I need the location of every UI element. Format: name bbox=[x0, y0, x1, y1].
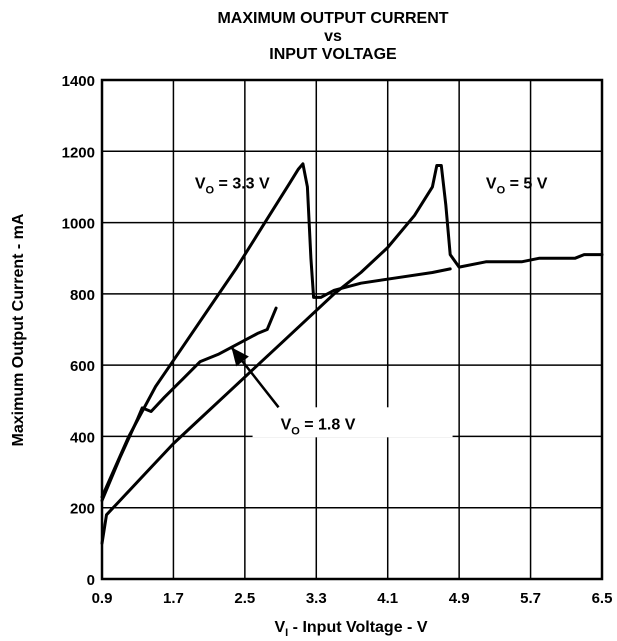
axis-ticks: 0.9 1.7 2.5 3.3 4.1 4.9 5.7 6.5 0 200 400 600 800 100… bbox=[62, 73, 613, 607]
y-tick-label: 1400 bbox=[62, 73, 95, 90]
series-line-1 bbox=[100, 164, 604, 545]
chart-title-line-3: INPUT VOLTAGE bbox=[269, 46, 397, 63]
x-tick-label: 4.1 bbox=[377, 590, 398, 607]
y-tick-label: 800 bbox=[70, 287, 95, 304]
series-lines bbox=[100, 162, 604, 545]
y-axis-label: Maximum Output Current - mA bbox=[10, 213, 27, 446]
y-tick-label: 1200 bbox=[62, 144, 95, 161]
x-axis-label: VI - Input Voltage - V bbox=[275, 619, 428, 639]
series-line-2 bbox=[100, 306, 278, 503]
x-tick-label: 4.9 bbox=[449, 590, 470, 607]
grid bbox=[102, 80, 602, 579]
y-tick-label: 600 bbox=[70, 358, 95, 375]
y-tick-label: 1000 bbox=[62, 216, 95, 233]
series-line-0 bbox=[100, 162, 452, 499]
chart-title-line-1: MAXIMUM OUTPUT CURRENT bbox=[217, 10, 448, 27]
series-label-2: VO = 1.8 V bbox=[281, 416, 356, 437]
y-tick-label: 400 bbox=[70, 429, 95, 446]
annotation-arrow-head bbox=[231, 347, 249, 367]
x-tick-label: 1.7 bbox=[163, 590, 184, 607]
series-label-0: VO = 3.3 V bbox=[195, 176, 270, 197]
y-tick-label: 200 bbox=[70, 501, 95, 518]
chart-title-line-2: vs bbox=[324, 28, 342, 45]
x-tick-label: 0.9 bbox=[92, 590, 113, 607]
x-tick-label: 3.3 bbox=[306, 590, 327, 607]
series-labels: VO = 3.3 V VO = 5 V VO = 1.8 V bbox=[195, 176, 548, 438]
y-tick-label: 0 bbox=[87, 572, 95, 589]
x-tick-label: 6.5 bbox=[592, 590, 613, 607]
label-background bbox=[252, 407, 453, 438]
x-tick-label: 2.5 bbox=[234, 590, 255, 607]
series-label-1: VO = 5 V bbox=[486, 176, 548, 197]
plot-frame bbox=[100, 78, 604, 581]
x-tick-label: 5.7 bbox=[520, 590, 541, 607]
